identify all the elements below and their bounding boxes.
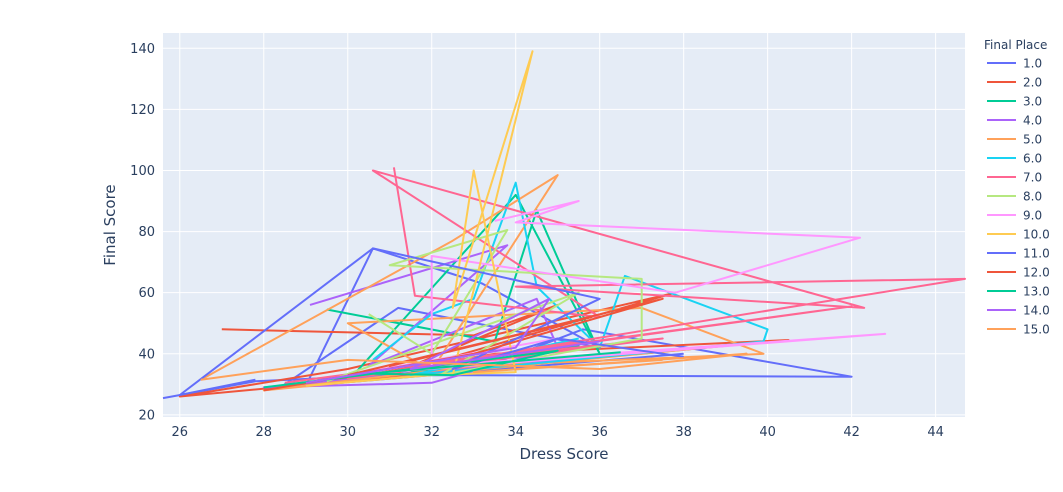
series-line-14.0 [305,297,600,384]
y-tick-label: 80 [138,225,155,240]
x-tick-label: 28 [256,425,273,440]
legend-title: Final Place [984,38,1047,52]
y-tick-label: 40 [138,347,155,362]
legend-label: 14.0 [1023,304,1050,318]
x-axis-title: Dress Score [519,445,608,463]
x-tick-labels: 26 28 30 32 34 36 38 40 42 44 [172,425,944,440]
series-line-15.0 [200,352,748,381]
legend-item-1.0[interactable]: 1.0 [987,57,1042,71]
legend-item-10.0[interactable]: 10.0 [987,228,1050,242]
legend-item-11.0[interactable]: 11.0 [987,247,1050,261]
legend-label: 13.0 [1023,285,1050,299]
legend-label: 2.0 [1023,76,1042,90]
x-tick-label: 32 [423,425,440,440]
legend-item-14.0[interactable]: 14.0 [987,304,1050,318]
y-tick-label: 120 [130,103,155,118]
series-line-11.0 [178,247,684,396]
legend-label: 9.0 [1023,209,1042,223]
legend-label: 3.0 [1023,95,1042,109]
series-line-8.0 [326,229,643,383]
legend-item-2.0[interactable]: 2.0 [987,76,1042,90]
x-tick-label: 34 [507,425,524,440]
x-tick-label: 44 [927,425,944,440]
y-axis-title: Final Score [101,184,119,265]
legend-label: 4.0 [1023,114,1042,128]
legend-item-4.0[interactable]: 4.0 [987,114,1042,128]
legend-label: 5.0 [1023,133,1042,147]
legend-item-3.0[interactable]: 3.0 [987,95,1042,109]
legend-label: 8.0 [1023,190,1042,204]
x-tick-label: 30 [339,425,356,440]
legend-label: 6.0 [1023,152,1042,166]
y-tick-label: 140 [130,42,155,57]
legend-label: 7.0 [1023,171,1042,185]
legend-label: 10.0 [1023,228,1050,242]
legend[interactable]: Final Place 1.0 2.0 3.0 4.0 5.0 6.0 7.0 8.0 9.0 1… [984,38,1050,337]
series-layer [162,50,966,400]
legend-item-13.0[interactable]: 13.0 [987,285,1050,299]
legend-item-12.0[interactable]: 12.0 [987,266,1050,280]
legend-item-6.0[interactable]: 6.0 [987,152,1042,166]
legend-item-7.0[interactable]: 7.0 [987,171,1042,185]
legend-item-5.0[interactable]: 5.0 [987,133,1042,147]
legend-item-9.0[interactable]: 9.0 [987,209,1042,223]
legend-label: 1.0 [1023,57,1042,71]
series-line-2.0 [178,291,790,398]
y-gridlines [163,47,965,416]
y-tick-label: 100 [130,164,155,179]
y-tick-labels: 20 40 60 80 100 120 140 [130,42,155,424]
legend-label: 11.0 [1023,247,1050,261]
legend-label: 15.0 [1023,323,1050,337]
x-tick-label: 42 [843,425,860,440]
x-tick-label: 36 [591,425,608,440]
y-tick-label: 60 [138,286,155,301]
y-tick-label: 20 [138,408,155,423]
series-line-13.0 [263,349,621,389]
legend-item-8.0[interactable]: 8.0 [987,190,1042,204]
series-line-9.0 [346,200,887,377]
x-tick-label: 40 [759,425,776,440]
x-tick-label: 26 [172,425,189,440]
x-tick-label: 38 [675,425,692,440]
legend-label: 12.0 [1023,266,1050,280]
legend-item-15.0[interactable]: 15.0 [987,323,1050,337]
